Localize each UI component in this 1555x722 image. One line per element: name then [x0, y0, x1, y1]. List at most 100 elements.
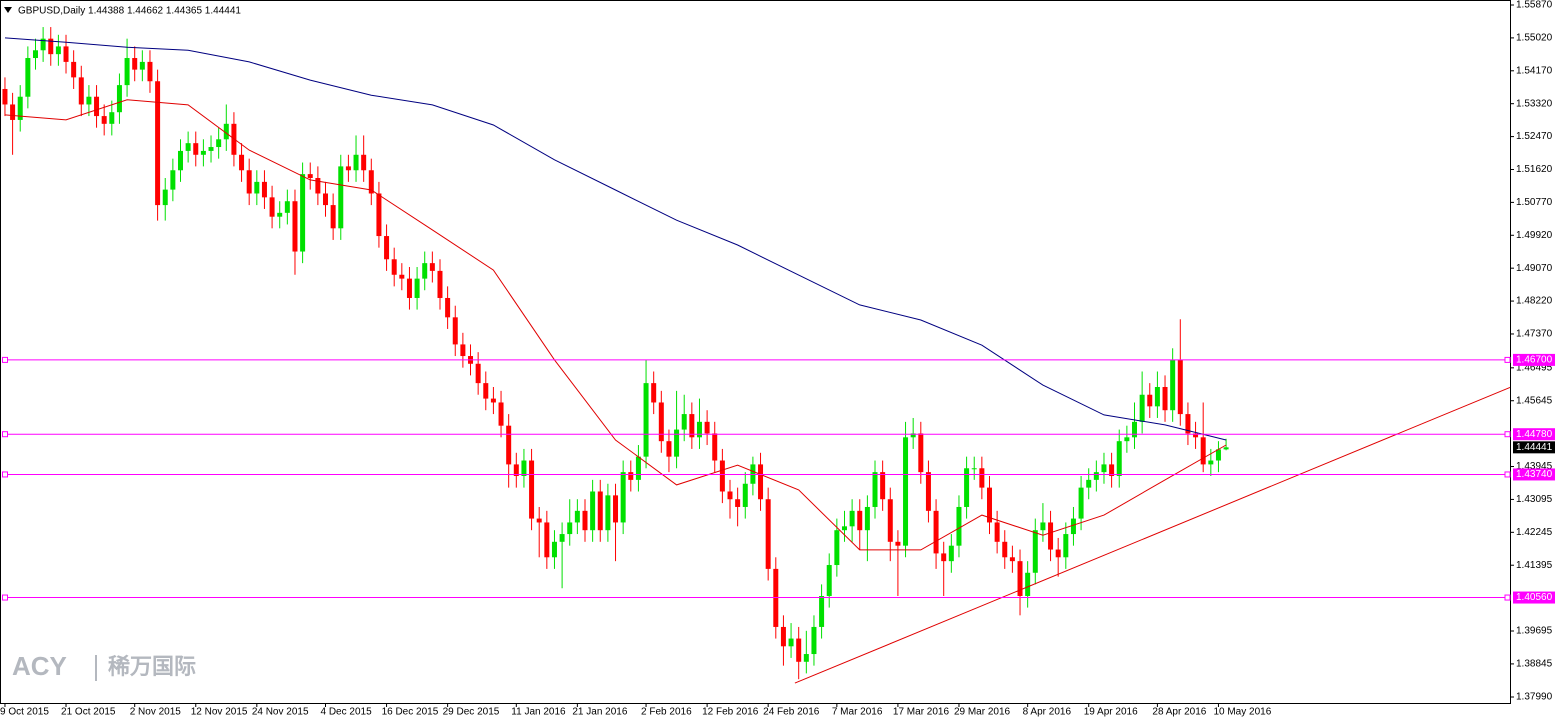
x-tick-label: 2 Feb 2016 [641, 707, 692, 718]
candle-body [414, 278, 420, 298]
candle-body [200, 150, 206, 155]
x-tick-label: 19 Apr 2016 [1084, 707, 1138, 718]
candle-body [536, 518, 542, 523]
candle-body [1040, 522, 1046, 531]
candle-body [239, 154, 245, 171]
current-price-box [1513, 441, 1555, 454]
candle-body [246, 170, 252, 194]
candle-body [864, 506, 870, 531]
candle-body [475, 363, 481, 384]
symbol-icon [4, 7, 12, 13]
candle-body [834, 530, 840, 566]
candle-body [10, 104, 16, 120]
candle-body [796, 638, 802, 662]
candle-body [1177, 359, 1183, 415]
candle-body [841, 526, 847, 531]
level-anchor [2, 594, 8, 601]
candle-body [406, 278, 412, 298]
candle-body [887, 499, 893, 542]
candle-body [269, 197, 275, 217]
candle-body [918, 433, 924, 473]
candle-body [895, 541, 901, 546]
candle-body [254, 181, 260, 194]
candle-body [1147, 394, 1153, 407]
candle-body [1063, 534, 1069, 558]
y-tick-label: 1.52470 [1516, 131, 1553, 142]
y-tick-label: 1.48220 [1516, 296, 1553, 307]
candle-body [857, 510, 863, 531]
candle-body [651, 383, 657, 403]
y-tick-label: 1.47370 [1516, 329, 1553, 340]
candle-body [582, 510, 588, 531]
candle-body [1215, 449, 1221, 461]
candle-body [307, 174, 313, 178]
candle-body [643, 383, 649, 457]
candle-body [1078, 487, 1084, 519]
candle-body [55, 46, 61, 55]
candle-body [628, 472, 634, 480]
candle-body [941, 553, 947, 562]
candle-body [994, 522, 1000, 542]
candle-body [948, 545, 954, 562]
candle-body [391, 259, 397, 275]
candle-body [1154, 386, 1160, 407]
level-label: 1.44780 [1516, 429, 1553, 440]
candle-body [483, 383, 489, 399]
candle-body [1124, 437, 1130, 442]
candle-body [1017, 561, 1023, 596]
y-tick-label: 1.55020 [1516, 33, 1553, 44]
candle-body [986, 487, 992, 523]
level-anchor [1504, 594, 1511, 601]
candle-body [872, 472, 878, 507]
candle-body [674, 429, 680, 457]
candle-body [758, 464, 764, 500]
candle-body [460, 344, 466, 357]
candle-body [605, 495, 611, 531]
x-tick-label: 29 Mar 2016 [954, 707, 1011, 718]
candle-body [567, 522, 573, 535]
candle-body [1086, 479, 1092, 488]
candle-body [2, 88, 8, 105]
level-label-box [1513, 468, 1555, 481]
candle-body [361, 154, 367, 171]
candle-body [292, 201, 298, 252]
y-tick-label: 1.37990 [1516, 692, 1553, 703]
y-tick-label: 1.38845 [1516, 659, 1553, 670]
candle-body [521, 460, 527, 477]
candle-body [590, 491, 596, 531]
current-price-label: 1.44441 [1516, 442, 1553, 453]
y-tick-label: 1.55870 [1516, 0, 1553, 11]
candle-body [719, 460, 725, 492]
x-tick-label: 24 Nov 2015 [252, 707, 309, 718]
candle-body [788, 638, 794, 647]
level-label: 1.46700 [1516, 355, 1553, 366]
candle-body [63, 46, 69, 62]
candle-body [223, 123, 229, 140]
candle-body [689, 414, 695, 438]
candle-body [277, 212, 283, 217]
candle-body [216, 139, 222, 148]
candle-body [208, 147, 214, 151]
candle-body [1132, 421, 1138, 438]
candle-body [429, 263, 435, 271]
candle-body [48, 38, 54, 55]
candle-body [506, 425, 512, 465]
candle-body [261, 181, 267, 198]
candle-body [445, 297, 451, 318]
x-tick-label: 12 Nov 2015 [191, 707, 248, 718]
candle-body [338, 166, 344, 229]
x-tick-label: 21 Oct 2015 [61, 707, 116, 718]
level-anchor [1504, 471, 1511, 478]
candle-body [780, 626, 786, 647]
candle-body [32, 50, 38, 59]
candle-body [25, 58, 31, 97]
candle-body [1070, 518, 1076, 535]
level-anchor [1504, 356, 1511, 363]
candle-body [345, 166, 351, 171]
candle-body [139, 61, 145, 70]
candle-body [964, 468, 970, 507]
x-tick-label: 28 Apr 2016 [1152, 707, 1206, 718]
candle-body [1170, 359, 1176, 411]
level-anchor [2, 356, 8, 363]
